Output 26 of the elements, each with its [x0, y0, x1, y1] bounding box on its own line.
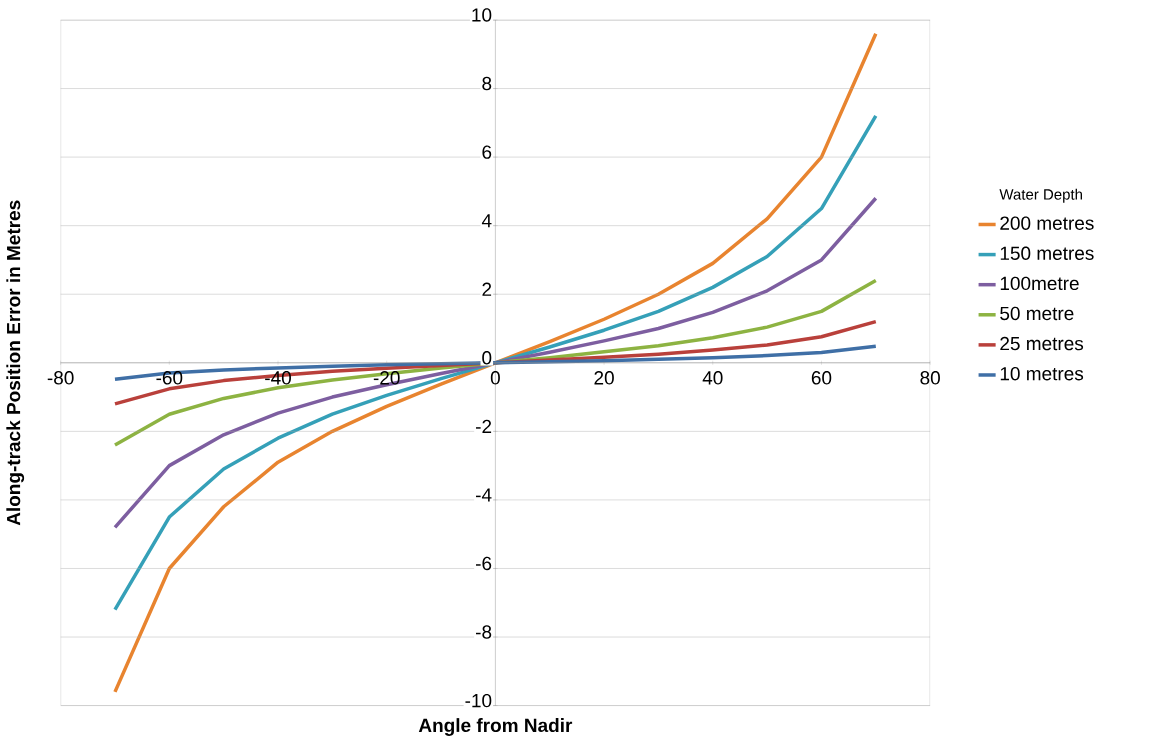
x-tick-label: 40 — [702, 371, 723, 385]
x-tick-label: -80 — [47, 371, 74, 385]
x-axis-title: Angle from Nadir — [418, 718, 573, 736]
legend-label: 150 metres — [1000, 246, 1094, 260]
y-tick-label: 6 — [482, 145, 492, 159]
legend-label: 100metre — [1000, 276, 1079, 290]
y-axis-title: Along-track Position Error in Metres — [6, 200, 25, 526]
y-tick-label: 8 — [482, 76, 492, 91]
legend-label: 200 metres — [1000, 216, 1094, 230]
y-tick-label: -2 — [476, 419, 492, 433]
x-tick-label: -60 — [156, 371, 183, 385]
y-tick-label: 4 — [481, 214, 492, 228]
y-tick-label: -10 — [465, 693, 492, 708]
y-tick-label: 0 — [482, 350, 492, 365]
legend-title: Water Depth — [999, 188, 1082, 203]
y-tick-label: -8 — [476, 625, 492, 639]
y-tick-label: -4 — [476, 488, 492, 502]
x-tick-label: 20 — [594, 371, 614, 385]
y-tick-label: 2 — [482, 282, 492, 296]
legend-label: 10 metres — [1000, 366, 1084, 381]
x-tick-label: 80 — [920, 371, 940, 385]
legend-label: 50 metre — [1000, 306, 1074, 321]
y-tick-label: 10 — [472, 8, 492, 22]
legend-label: 25 metres — [1000, 336, 1084, 351]
x-tick-label: 60 — [811, 371, 832, 385]
y-tick-label: -6 — [476, 556, 492, 571]
